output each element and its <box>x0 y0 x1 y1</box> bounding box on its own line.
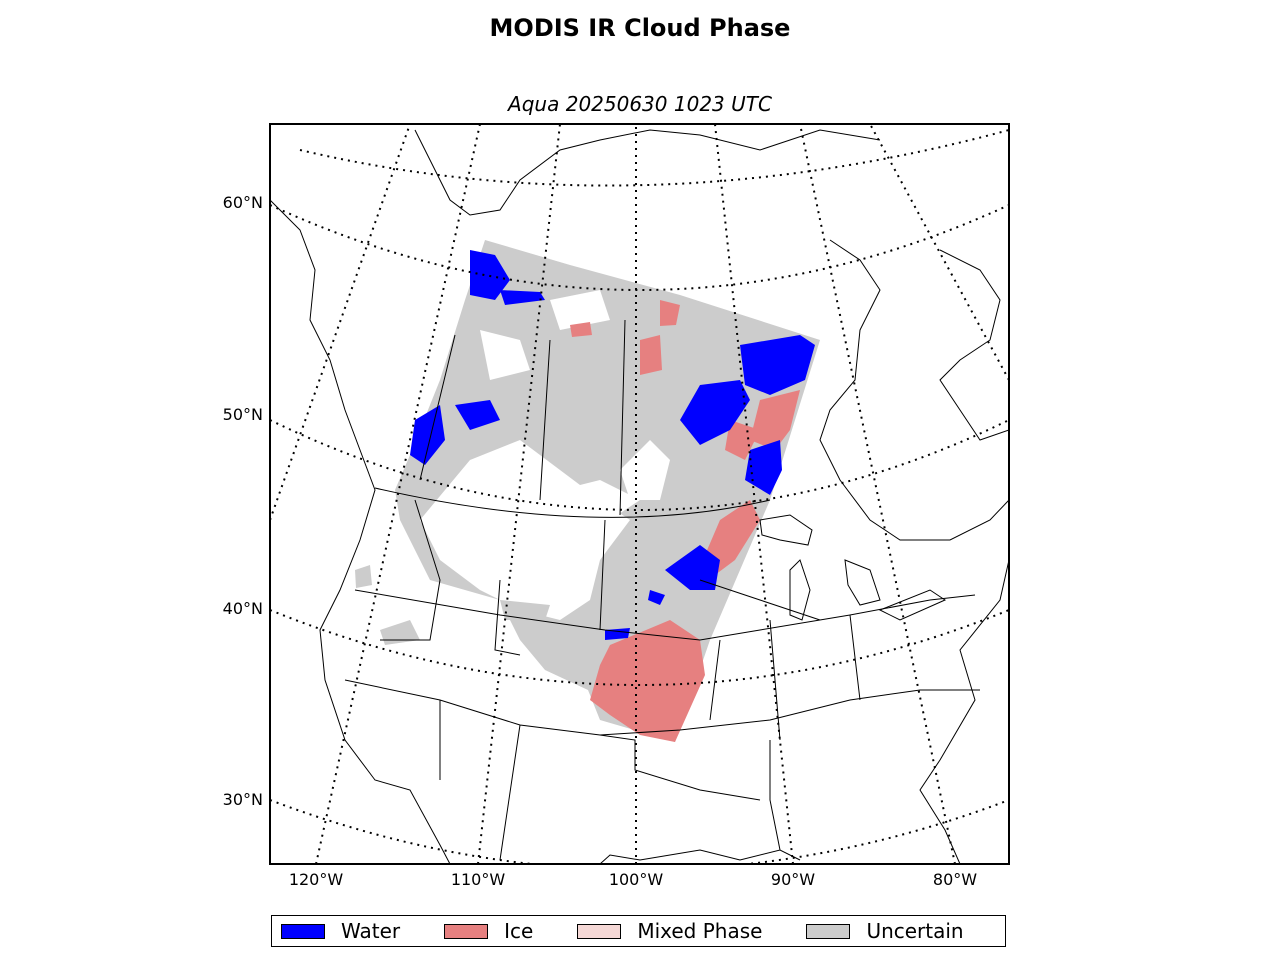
great-lakes <box>759 514 947 621</box>
lon-label-120: 120°W <box>289 870 344 889</box>
lat-label-50: 50°N <box>223 405 263 424</box>
lon-label-100: 100°W <box>609 870 664 889</box>
legend-swatch-mixed-phase <box>577 923 622 939</box>
legend-swatch-ice <box>444 923 489 939</box>
lat-label-40: 40°N <box>223 599 263 618</box>
legend-item-water: Water <box>281 919 400 943</box>
legend-item-mixed-phase: Mixed Phase <box>577 919 762 943</box>
legend-label-water: Water <box>341 919 401 943</box>
scattered-uncertain-blobs <box>355 565 550 645</box>
graticule-meridians <box>270 124 1009 864</box>
legend-item-uncertain: Uncertain <box>806 919 964 943</box>
lon-label-90: 90°W <box>771 870 815 889</box>
legend-label-mixed-phase: Mixed Phase <box>637 919 763 943</box>
political-borders <box>344 319 980 861</box>
map-frame <box>269 123 1010 865</box>
lat-label-60: 60°N <box>223 193 263 212</box>
figure-subtitle: Aqua 20250630 1023 UTC <box>508 92 772 116</box>
coastlines <box>270 129 1009 864</box>
legend-swatch-uncertain <box>806 923 851 939</box>
legend: Water Ice Mixed Phase Uncertain <box>271 915 1006 947</box>
map-area <box>270 124 1009 864</box>
swath-clear-areas <box>420 290 670 620</box>
legend-label-uncertain: Uncertain <box>866 919 964 943</box>
legend-item-ice: Ice <box>444 919 533 943</box>
legend-swatch-water <box>281 923 325 939</box>
figure-title: MODIS IR Cloud Phase <box>489 14 791 42</box>
graticule-parallels <box>270 129 1009 864</box>
lon-label-110: 110°W <box>451 870 506 889</box>
lat-label-30: 30°N <box>223 790 263 809</box>
legend-label-ice: Ice <box>504 919 534 943</box>
lon-label-80: 80°W <box>933 870 977 889</box>
swath-ice-regions <box>570 300 800 742</box>
